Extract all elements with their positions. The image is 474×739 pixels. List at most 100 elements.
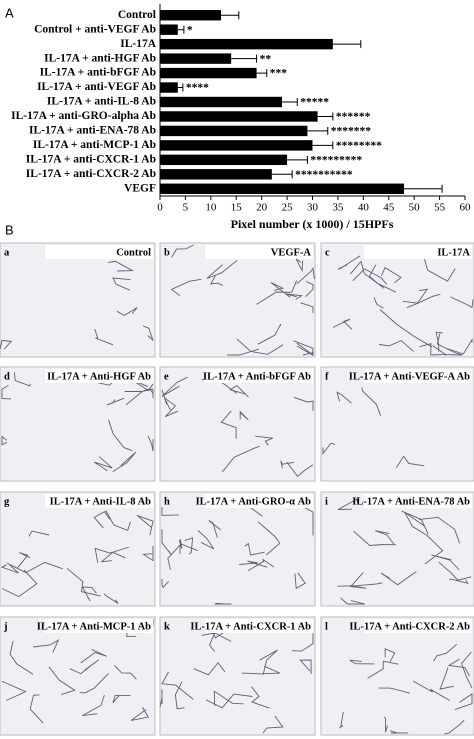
panel-label: IL-17A + Anti-MCP-1 Ab (37, 621, 151, 632)
y-tick-label: IL-17A (120, 38, 156, 50)
label-box (364, 619, 472, 633)
label-box (45, 369, 153, 383)
panel-label: IL-17A + Anti-CXCR-2 Ab (349, 621, 470, 632)
vessel-network (161, 501, 314, 605)
micrograph-panel: IL-17A + Anti-MCP-1 Ab j (0, 616, 156, 736)
micrograph-panel: IL-17A + Anti-HGF Ab d (0, 366, 156, 482)
significance-label: ********* (310, 154, 362, 166)
bar (160, 111, 318, 122)
bar (160, 53, 232, 64)
panel-label: IL-17A + Anti-ENA-78 Ab (352, 496, 470, 507)
label-box (45, 619, 153, 633)
micrograph-panel: IL-17A + Anti-IL-8 Ab g (0, 491, 156, 607)
panel-letter: a (4, 247, 10, 258)
x-axis-label: Pixel number (x 1000) / 15HPFs (231, 217, 394, 231)
panel-letter: f (325, 371, 329, 382)
micrograph-panel: Control a (0, 242, 156, 358)
bar (160, 82, 178, 93)
micrograph (320, 242, 474, 358)
label-box (205, 369, 313, 383)
x-tick-label: 40 (358, 202, 370, 214)
micrograph-panel: IL-17A c (320, 242, 474, 358)
significance-label: ** (260, 53, 272, 65)
x-tick-label: 0 (157, 202, 163, 214)
vessel-network (170, 244, 315, 356)
panel-letter: j (3, 621, 8, 632)
label-box (205, 494, 313, 508)
error-bar (256, 69, 268, 78)
panel-letter: e (164, 371, 169, 382)
label-box (205, 619, 313, 633)
panel-letter: k (164, 621, 170, 632)
panel-letter: c (325, 247, 330, 258)
error-bar (282, 98, 298, 106)
error-bar (221, 11, 240, 20)
micrograph-panel: IL-17A + Anti-bFGF Ab e (159, 366, 316, 482)
micrograph-panel: IL-17A + Anti-CXCR-2 Ab l (320, 616, 474, 736)
panel-label: VEGF-A (271, 247, 312, 258)
label-box (45, 494, 153, 508)
bar (160, 96, 282, 108)
y-tick-label: IL-17A + anti-GRO-alpha Ab (11, 110, 156, 122)
vessel-network (322, 387, 425, 468)
bar (160, 154, 288, 166)
bar (160, 10, 221, 21)
panel-letter: d (4, 371, 10, 382)
panel-letter: i (325, 496, 328, 507)
error-bar (312, 141, 334, 150)
micrograph (159, 616, 316, 736)
micrograph (320, 616, 474, 736)
error-bar (231, 54, 258, 63)
label-box (364, 494, 472, 508)
error-bar (177, 25, 185, 34)
panel-label: IL-17A (437, 247, 470, 258)
bar (160, 24, 178, 35)
y-tick-label: IL-17A + anti-MCP-1 Ab (33, 139, 156, 151)
significance-label: ***** (300, 97, 329, 109)
x-tick-label: 45 (383, 202, 395, 214)
error-bar (271, 170, 293, 179)
panel-label: IL-17A + Anti-VEGF-A Ab (349, 371, 470, 382)
x-tick-label: 35 (332, 202, 344, 214)
vessel-network (159, 628, 314, 734)
vessel-network (337, 498, 472, 605)
micrograph (0, 242, 156, 358)
vessel-network (339, 643, 473, 735)
micrograph (0, 616, 156, 736)
panel-label: IL-17A + Anti-IL-8 Ab (50, 496, 152, 507)
bar (160, 67, 257, 79)
significance-label: **** (186, 82, 209, 94)
error-bar (307, 126, 329, 135)
error-bar (404, 184, 443, 193)
micrograph-panel: IL-17A + Anti-GRO-α Ab h (159, 491, 316, 607)
micrograph (0, 491, 156, 607)
y-tick-label: IL-17A + anti-ENA-78 Ab (29, 125, 156, 137)
panel-letter: h (164, 496, 170, 507)
vessel-network (0, 510, 154, 604)
significance-label: ********** (295, 169, 353, 181)
x-tick-label: 30 (307, 202, 319, 214)
bar (160, 169, 272, 180)
x-tick-label: 10 (205, 202, 217, 214)
error-bar (177, 83, 184, 92)
y-tick-label: Control + anti-VEGF Ab (34, 23, 156, 35)
panel-label: IL-17A + Anti-CXCR-1 Ab (190, 621, 311, 632)
label-box (364, 369, 472, 383)
panel-a-letter: A (5, 5, 14, 20)
y-tick-label: IL-17A + anti-CXCR-2 Ab (26, 168, 156, 180)
y-tick-label: Control (118, 9, 156, 21)
x-tick-label: 55 (434, 202, 446, 214)
y-tick-label: IL-17A + anti-IL-8 Ab (47, 96, 156, 108)
y-tick-label: IL-17A + anti-HGF Ab (44, 52, 156, 64)
error-bar (332, 40, 362, 49)
significance-label: *** (270, 68, 288, 80)
x-tick-label: 60 (460, 202, 472, 214)
vessel-network (0, 260, 154, 350)
label-box (45, 245, 153, 259)
x-tick-label: 15 (231, 202, 243, 214)
x-tick-label: 50 (409, 202, 421, 214)
micrograph (320, 491, 474, 607)
y-tick-label: IL-17A + anti-VEGF Ab (37, 81, 156, 93)
micrograph (159, 366, 316, 482)
micrograph-panel: IL-17A + Anti-ENA-78 Ab i (320, 491, 474, 607)
